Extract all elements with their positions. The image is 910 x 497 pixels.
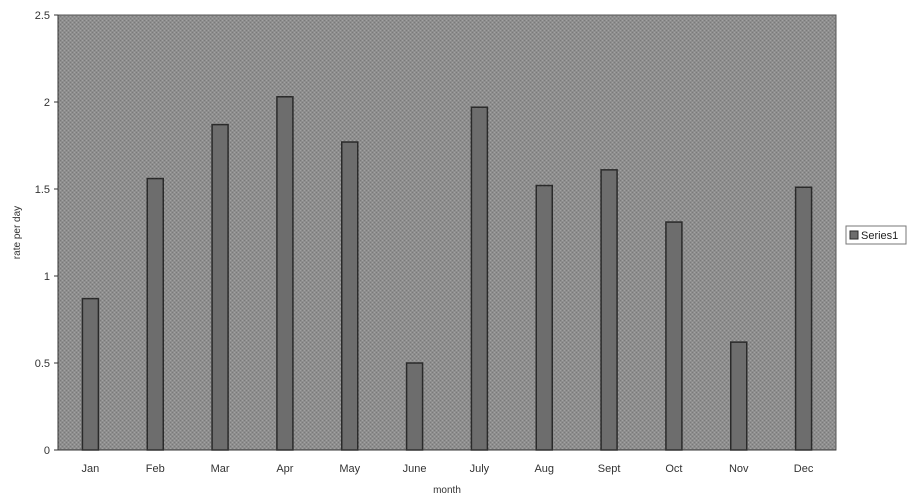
x-tick-label: Apr [276, 463, 293, 475]
x-tick-label: Feb [146, 463, 165, 475]
labels: 0 0.5 1 1.5 2 2.5 Jan Feb Mar Apr May June July Aug Se… [12, 10, 814, 496]
bar-may [341, 141, 359, 451]
x-tick-label: Oct [665, 463, 682, 475]
x-tick-label: Jan [82, 463, 100, 475]
y-tick-label: 0 [44, 445, 50, 457]
bar-oct [665, 221, 683, 451]
bar-apr [276, 96, 294, 451]
legend-swatch [849, 230, 859, 240]
bar-jan [81, 297, 100, 451]
x-tick-label: Mar [211, 463, 230, 475]
y-tick-label: 1.5 [35, 184, 50, 196]
legend-box [845, 225, 907, 245]
y-tick-label: 2 [44, 97, 50, 109]
x-tick-label: Nov [729, 463, 749, 475]
x-tick-label: Aug [534, 463, 554, 475]
x-tick-label: July [470, 463, 490, 475]
y-tick-label: 2.5 [35, 10, 50, 22]
y-tick-label: 1 [44, 271, 50, 283]
y-axis-title: rate per day [12, 206, 23, 259]
bar-sept [600, 169, 618, 451]
bar-dec [794, 186, 813, 451]
legend: Series1 [845, 225, 907, 245]
bar-mar [211, 123, 229, 451]
legend-label: Series1 [861, 230, 898, 242]
bar-feb [146, 177, 164, 451]
bar-june [405, 362, 424, 451]
bars [81, 96, 813, 451]
x-tick-label: June [403, 463, 427, 475]
plot-area [57, 14, 837, 451]
y-tick-label: 0.5 [35, 358, 50, 370]
bar-aug [535, 184, 553, 451]
x-tick-label: May [339, 463, 360, 475]
bar-nov [730, 341, 748, 451]
x-tick-label: Sept [598, 463, 621, 475]
bar-july [470, 106, 489, 451]
x-axis-title: month [433, 485, 461, 496]
axes [54, 14, 836, 451]
x-tick-label: Dec [794, 463, 814, 475]
